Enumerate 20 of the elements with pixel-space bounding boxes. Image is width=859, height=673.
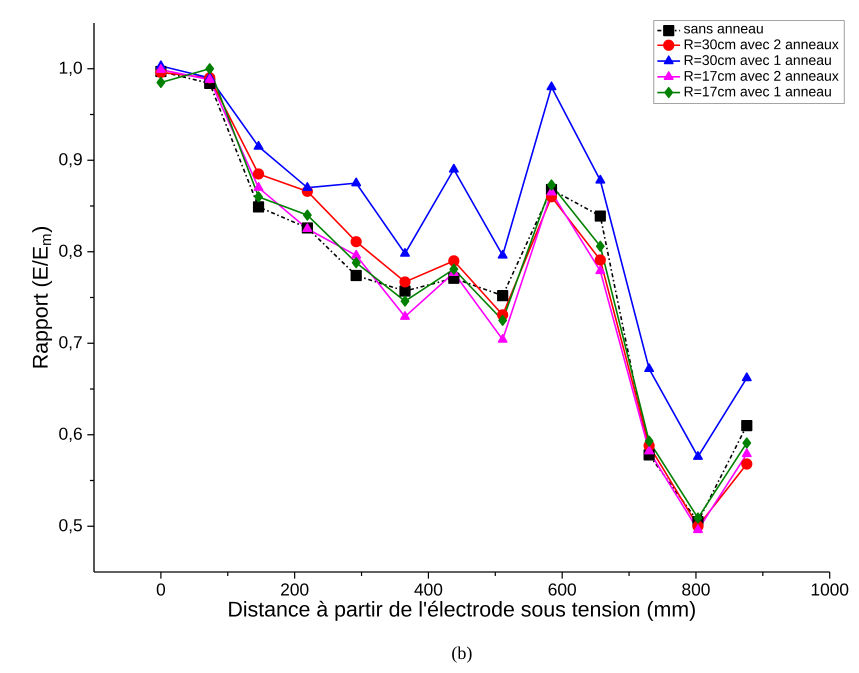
x-axis-title: Distance à partir de l'électrode sous tension (mm) [229, 600, 695, 621]
y-tick-label: 1,0 [60, 62, 82, 76]
x-tick-label: 0 [156, 583, 166, 596]
y-tick-label: 0,8 [59, 244, 82, 259]
y-tick-label: 0,6 [59, 428, 82, 442]
x-tick-label: 400 [414, 583, 442, 596]
legend-label: R=17cm avec 2 anneaux [684, 70, 839, 81]
legend-label: R=17cm avec 1 anneau [684, 86, 831, 96]
x-tick-label: 800 [682, 583, 710, 596]
y-tick-label: 0,7 [59, 336, 82, 350]
y-tick-label: 0,9 [59, 153, 82, 168]
legend-label: R=30cm avec 1 anneau [684, 55, 831, 66]
x-tick-label: 1000 [812, 583, 848, 596]
x-tick-label: 600 [548, 583, 576, 596]
y-axis-title: Rapport (E/E$_{m}$) [32, 227, 52, 368]
text: (b) [452, 646, 472, 663]
legend-label: sans anneau [684, 26, 763, 34]
x-tick-label: 200 [281, 583, 308, 596]
legend-label: R=30cm avec 2 anneaux [684, 39, 839, 50]
y-tick-label: 0,5 [59, 519, 82, 534]
